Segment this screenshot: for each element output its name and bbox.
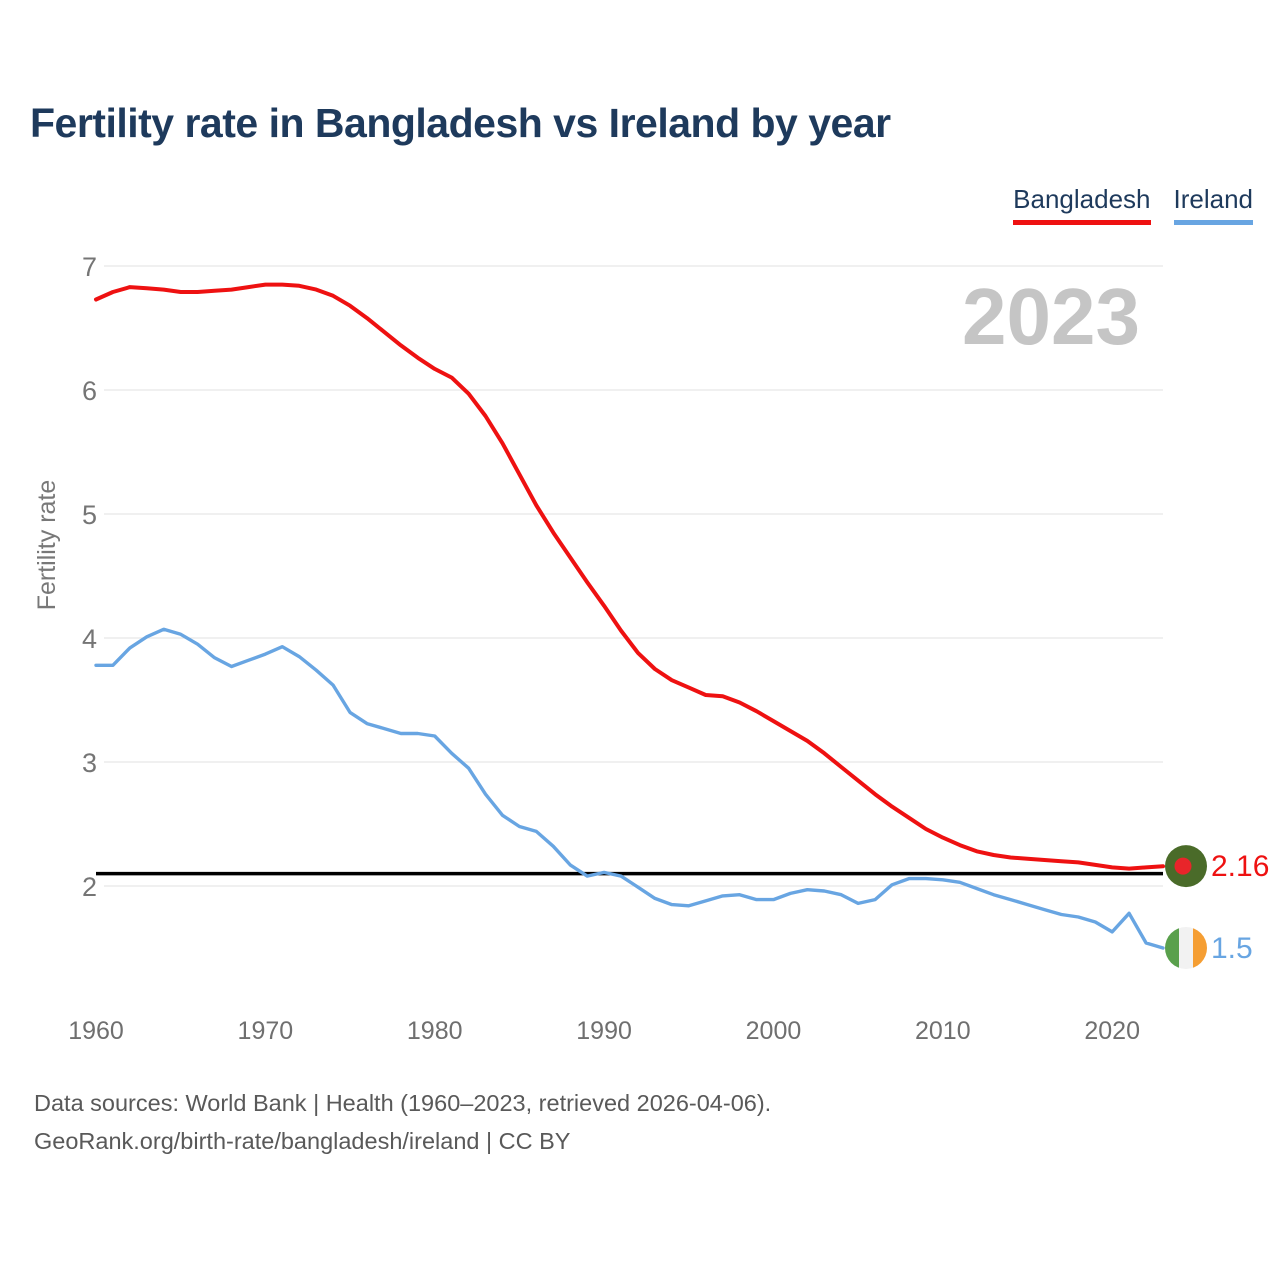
x-tick-label: 1970 [238,1017,294,1045]
series-line-ireland[interactable] [94,627,1165,950]
legend-item-bangladesh[interactable]: Bangladesh [1013,184,1151,225]
watermark-year: 2023 [962,272,1140,361]
flag-icon-ireland [1165,927,1207,969]
legend: Bangladesh Ireland [1013,184,1253,225]
flag-icon-bangladesh [1165,845,1207,888]
x-tick-label: 1990 [576,1017,632,1045]
data-source-note: Data sources: World Bank | Health (1960–… [34,1084,771,1160]
y-tick-label: 2 [82,872,97,902]
x-tick-label: 1960 [68,1017,124,1045]
attribution-line: GeoRank.org/birth-rate/bangladesh/irelan… [34,1128,571,1154]
x-tick-label: 2010 [915,1017,971,1045]
fertility-chart: 7 6 5 4 3 2 1960 1970 1980 1990 2000 2010 2020 Fertil… [33,252,1269,1045]
y-tick-label: 4 [82,624,97,654]
y-tick-label: 5 [82,500,97,530]
y-tick-label: 7 [82,252,97,282]
y-axis-title: Fertility rate [33,480,61,611]
x-tick-label: 1980 [407,1017,463,1045]
data-source-line: Data sources: World Bank | Health (1960–… [34,1090,772,1116]
end-value-ireland: 1.5 [1211,932,1253,965]
end-value-bangladesh: 2.16 [1211,850,1269,883]
page-title: Fertility rate in Bangladesh vs Ireland … [30,100,891,146]
x-tick-label: 2020 [1084,1017,1140,1045]
y-tick-label: 3 [82,748,97,778]
series-line-bangladesh[interactable] [94,282,1165,871]
y-tick-label: 6 [82,376,97,406]
legend-item-ireland[interactable]: Ireland [1173,184,1253,225]
x-tick-label: 2000 [746,1017,802,1045]
